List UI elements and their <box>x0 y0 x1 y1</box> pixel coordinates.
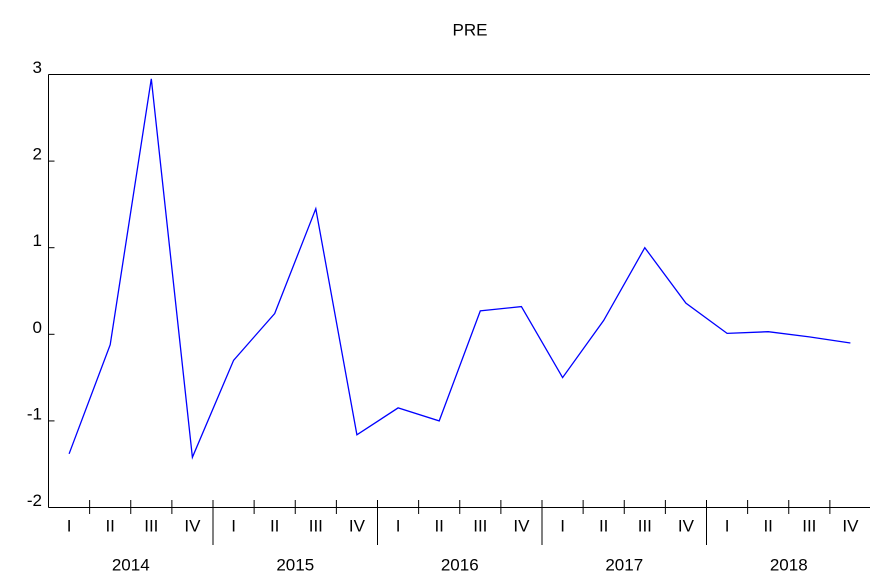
x-tick-label: IV <box>513 516 530 535</box>
y-tick-label: -2 <box>27 491 42 510</box>
x-tick-label: III <box>309 516 323 535</box>
x-tick-label: IV <box>349 516 366 535</box>
x-tick-label: IV <box>842 516 859 535</box>
x-tick-label: I <box>396 516 401 535</box>
x-tick-label: I <box>560 516 565 535</box>
x-tick-label: II <box>599 516 608 535</box>
x-tick-label: II <box>270 516 279 535</box>
x-group-label: 2017 <box>605 555 643 574</box>
x-tick-label: I <box>67 516 72 535</box>
x-tick-label: IV <box>678 516 695 535</box>
x-tick-label: II <box>434 516 443 535</box>
x-tick-label: I <box>231 516 236 535</box>
x-tick-label: III <box>144 516 158 535</box>
x-group-label: 2015 <box>276 555 314 574</box>
y-tick-label: 2 <box>33 145 42 164</box>
x-tick-label: III <box>473 516 487 535</box>
y-tick-label: 1 <box>33 231 42 250</box>
x-tick-label: III <box>638 516 652 535</box>
chart-title: PRE <box>453 20 488 39</box>
x-tick-label: III <box>802 516 816 535</box>
x-tick-label: I <box>725 516 730 535</box>
y-tick-label: 3 <box>33 58 42 77</box>
x-group-label: 2016 <box>441 555 479 574</box>
y-tick-label: -1 <box>27 404 42 423</box>
x-tick-label: IV <box>184 516 201 535</box>
x-tick-label: II <box>105 516 114 535</box>
data-line <box>68 78 851 460</box>
y-tick-label: 0 <box>33 318 42 337</box>
x-tick-label: II <box>763 516 772 535</box>
x-group-label: 2014 <box>112 555 150 574</box>
x-group-label: 2018 <box>770 555 808 574</box>
